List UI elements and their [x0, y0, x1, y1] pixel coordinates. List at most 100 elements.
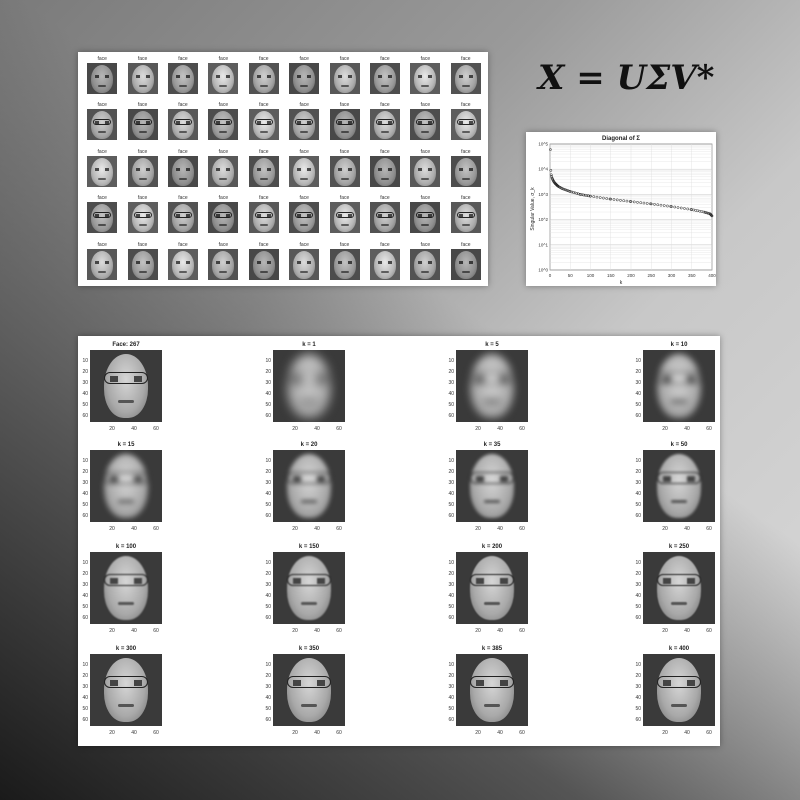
y-tick-label: 30 — [635, 684, 641, 690]
y-tick-label: 30 — [635, 582, 641, 588]
glasses — [470, 472, 514, 484]
face-eyes — [110, 476, 142, 482]
x-tick-label: 60 — [153, 730, 159, 736]
face-eyes — [175, 121, 190, 125]
face-label: face — [97, 195, 107, 202]
y-tick-label: 10 — [635, 662, 641, 668]
data-point — [605, 197, 609, 200]
reconstruction-title: k = 200 — [481, 544, 503, 550]
face-eyes — [256, 167, 271, 171]
data-point — [568, 190, 572, 193]
face-mouth — [340, 85, 349, 87]
face-eyes — [175, 75, 190, 78]
face-mouth — [671, 602, 687, 605]
y-tick-label: 30 — [82, 480, 88, 486]
x-tick-label: 20 — [109, 730, 115, 736]
data-point — [653, 202, 656, 206]
face-render — [273, 450, 345, 522]
reconstruction-cell: k = 200 10 20 30 40 50 60 20 40 60 — [444, 544, 544, 644]
x-tick-label: 50 — [568, 273, 574, 278]
face-eyes — [216, 75, 231, 78]
face-image — [248, 248, 279, 280]
face-mouth — [484, 602, 500, 605]
face-label: face — [97, 56, 107, 62]
reconstruction-cell: Face: 267 10 20 30 40 50 60 20 40 60 — [78, 342, 178, 442]
x-tick-label: 40 — [131, 526, 137, 532]
face-eyes — [256, 260, 271, 264]
face-thumbnail: face — [248, 195, 280, 235]
x-tick-row: 20 40 60 — [456, 730, 528, 738]
face-image — [127, 109, 158, 141]
face-thumbnail: face — [369, 242, 401, 282]
face-thumbnail: face — [450, 242, 482, 282]
y-tick-label: 20 — [82, 673, 88, 679]
y-tick-label: 10^5 — [538, 142, 548, 147]
y-tick-label: 40 — [265, 695, 271, 701]
data-point — [612, 198, 616, 201]
face-label: face — [178, 148, 188, 155]
x-tick-label: 40 — [497, 628, 503, 634]
face-shape — [252, 157, 275, 186]
x-tick-label: 20 — [109, 426, 115, 432]
face-mouth — [138, 177, 147, 180]
face-mouth — [461, 270, 470, 273]
face-mouth — [461, 224, 470, 227]
face-mouth — [301, 500, 317, 503]
face-thumbnail: face — [86, 56, 118, 96]
face-label: face — [299, 102, 309, 109]
face-thumbnail: face — [207, 149, 239, 189]
x-tick-label: 60 — [519, 730, 525, 736]
y-tick-label: 20 — [265, 369, 271, 375]
y-tick-label: 50 — [448, 706, 454, 712]
y-tick-label: 20 — [82, 571, 88, 577]
face-shape — [212, 250, 235, 279]
data-point — [622, 199, 626, 203]
x-tick-label: 200 — [627, 273, 635, 278]
face-label: face — [461, 148, 471, 155]
x-tick-label: 20 — [292, 526, 298, 532]
face-label: face — [299, 195, 309, 202]
face-render — [90, 450, 162, 522]
face-eyes — [175, 260, 190, 264]
face-render — [90, 350, 162, 422]
y-tick-label: 40 — [448, 695, 454, 701]
glasses — [214, 119, 233, 126]
x-tick-label: 40 — [497, 526, 503, 532]
face-label: face — [97, 148, 107, 155]
face-label: face — [259, 195, 269, 202]
face-thumbnail: face — [328, 149, 360, 189]
glasses — [657, 676, 701, 688]
glasses — [470, 372, 514, 384]
x-tick-label: 40 — [684, 526, 690, 532]
face-shape — [171, 157, 194, 186]
face-mouth — [178, 224, 187, 227]
face-image — [450, 155, 481, 187]
glasses — [214, 212, 233, 219]
glasses — [104, 472, 148, 484]
face-shape — [287, 354, 331, 418]
x-tick-row: 20 40 60 — [90, 628, 162, 636]
face-eyes — [337, 167, 352, 171]
face-thumbnail: face — [450, 56, 482, 96]
y-tick-label: 40 — [82, 695, 88, 701]
y-tick-label: 20 — [82, 469, 88, 475]
face-thumbnail: face — [207, 56, 239, 96]
chart-title: Diagonal of Σ — [602, 136, 640, 142]
data-point — [589, 194, 592, 198]
face-mouth — [301, 602, 317, 605]
x-tick-row: 20 40 60 — [456, 628, 528, 636]
face-label: face — [299, 56, 309, 62]
face-thumbnail: face — [328, 102, 360, 142]
face-label: face — [137, 56, 148, 62]
face-image — [127, 155, 158, 187]
reconstruction-title: Face: 267 — [112, 342, 140, 348]
x-tick-label: 40 — [314, 526, 320, 532]
face-eyes — [337, 260, 352, 264]
face-mouth — [219, 224, 228, 227]
face-eyes — [256, 75, 271, 78]
x-tick-label: 40 — [314, 628, 320, 634]
face-shape — [91, 157, 114, 186]
face-image — [289, 202, 320, 234]
face-label: face — [380, 195, 390, 202]
y-tick-label: 20 — [448, 469, 454, 475]
